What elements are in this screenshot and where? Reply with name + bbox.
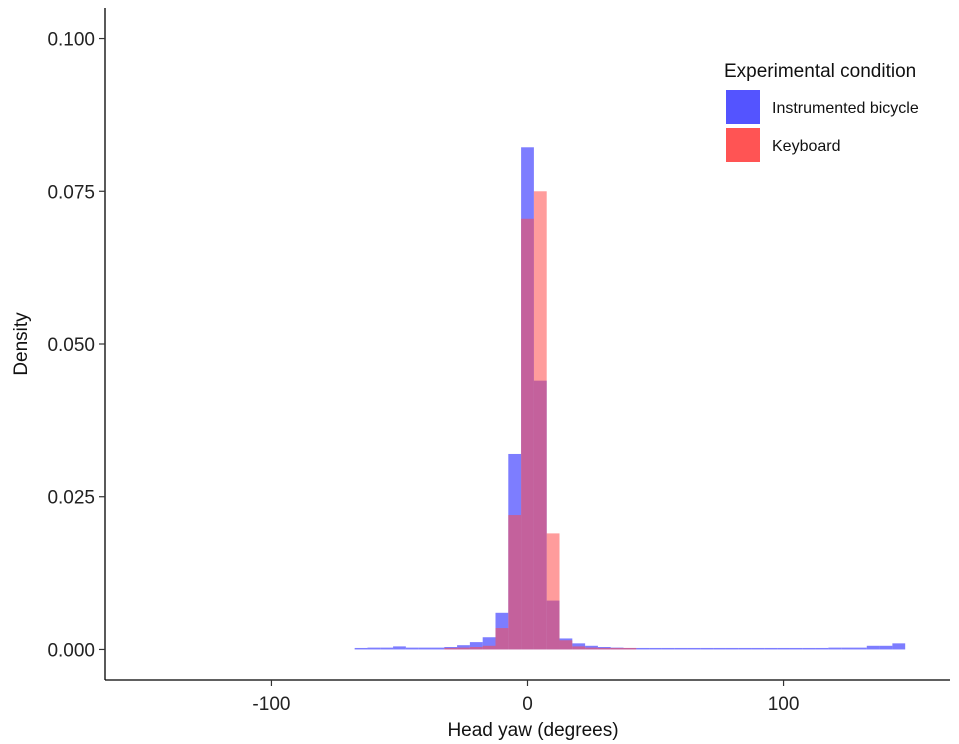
x-axis-ticks: -100 0 100 — [252, 680, 799, 715]
legend-label: Instrumented bicycle — [772, 100, 919, 117]
bar — [444, 647, 458, 650]
bar — [892, 643, 906, 650]
x-axis-title: Head yaw (degrees) — [447, 720, 618, 741]
y-tick-label: 0.000 — [47, 640, 95, 661]
bars-layer — [354, 147, 906, 650]
y-tick-label: 0.100 — [47, 30, 95, 51]
bar — [508, 515, 522, 650]
bar — [700, 647, 714, 650]
bar — [354, 647, 368, 650]
bar — [738, 647, 752, 650]
bar — [841, 647, 854, 650]
bar — [380, 647, 394, 650]
y-axis-ticks: 0.000 0.025 0.050 0.075 0.100 — [47, 30, 105, 661]
legend-items: Instrumented bicycle Keyboard — [726, 90, 919, 162]
bar — [367, 647, 381, 650]
bar — [853, 647, 867, 650]
bar — [405, 647, 419, 650]
bar — [879, 645, 893, 650]
y-tick-label: 0.050 — [47, 335, 95, 356]
bar — [828, 647, 842, 650]
bar — [533, 191, 547, 650]
bar — [674, 647, 688, 650]
bar — [636, 647, 650, 650]
bar — [623, 647, 637, 650]
bar — [764, 647, 778, 650]
x-tick-label: -100 — [252, 694, 290, 715]
x-tick-label: 100 — [768, 694, 800, 715]
legend-label: Keyboard — [772, 138, 841, 155]
bar — [495, 628, 509, 650]
legend-title: Experimental condition — [724, 61, 916, 82]
series-keyboard — [444, 191, 637, 650]
bar — [482, 645, 496, 650]
bar — [815, 647, 829, 650]
bar — [457, 645, 470, 650]
bar — [751, 647, 765, 650]
legend: Experimental condition Instrumented bicy… — [724, 61, 919, 162]
bar — [585, 647, 598, 650]
y-tick-label: 0.025 — [47, 488, 95, 509]
bar — [521, 218, 534, 650]
y-axis-title: Density — [11, 312, 32, 376]
bar — [393, 646, 406, 650]
bar — [610, 647, 624, 650]
legend-swatch — [726, 90, 760, 124]
bar — [546, 533, 560, 650]
x-tick-label: 0 — [522, 694, 533, 715]
series-instrumented-bicycle — [354, 147, 906, 650]
bar — [597, 647, 611, 650]
bar — [457, 647, 470, 650]
bar — [431, 647, 445, 650]
bar — [649, 647, 662, 650]
bar — [866, 645, 880, 650]
bar — [687, 647, 701, 650]
bar — [713, 647, 726, 650]
bar — [469, 647, 483, 650]
bar — [559, 640, 573, 650]
bar — [789, 647, 803, 650]
bar — [777, 647, 790, 650]
bar — [661, 647, 675, 650]
bar — [725, 647, 739, 650]
bar — [418, 647, 432, 650]
bar — [802, 647, 816, 650]
legend-swatch — [726, 128, 760, 162]
bar — [572, 646, 586, 650]
y-tick-label: 0.075 — [47, 182, 95, 203]
bar — [469, 642, 483, 650]
